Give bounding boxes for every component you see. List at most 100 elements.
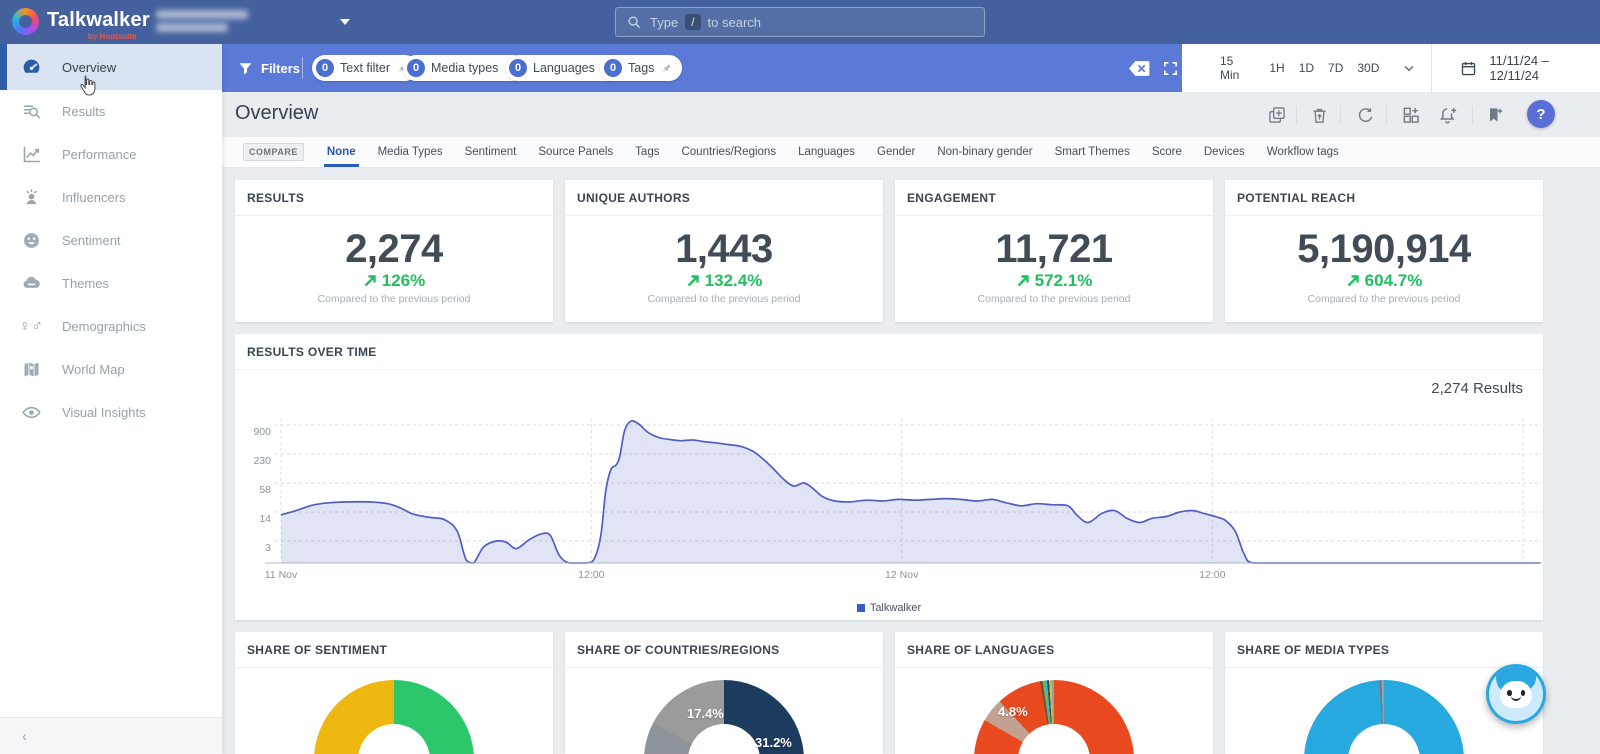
top-bar: Talkwalker by Hootsuite Type / to search: [0, 0, 1600, 44]
search-placeholder-prefix: Type: [650, 14, 679, 30]
page-header: Overview: [222, 92, 1600, 137]
kpi-value: 1,443: [675, 227, 773, 271]
kpi-caption: Compared to the previous period: [317, 293, 471, 305]
sidebar-item-performance[interactable]: Performance: [0, 133, 222, 176]
search-icon: [628, 15, 640, 28]
svg-text:230: 230: [253, 455, 271, 467]
kpi-value: 11,721: [995, 227, 1113, 271]
sidebar-item-label: Overview: [62, 59, 117, 75]
tab-non-binary-gender[interactable]: Non-binary gender: [937, 146, 1033, 158]
trend-up-icon: [1017, 275, 1029, 287]
header-divider: [1472, 106, 1473, 124]
results-search-icon: [20, 101, 42, 123]
refresh-icon[interactable]: [1354, 104, 1376, 126]
sidebar-item-label: Themes: [62, 276, 109, 291]
tab-devices[interactable]: Devices: [1203, 146, 1245, 158]
add-alert-icon[interactable]: [1437, 104, 1459, 126]
compare-tabs-bar: COMPARE None Media Types Sentiment Source P…: [222, 137, 1600, 168]
talkwalker-logo[interactable]: Talkwalker by Hootsuite: [12, 5, 150, 41]
sidebar-item-overview[interactable]: Overview: [0, 44, 222, 90]
smiley-icon: [20, 230, 42, 252]
search-placeholder-suffix: to search: [707, 14, 762, 30]
chart-title: RESULTS OVER TIME: [235, 334, 1543, 370]
media-types-donut-chart[interactable]: [1304, 680, 1464, 754]
tab-sentiment[interactable]: Sentiment: [464, 146, 517, 158]
tab-media-types[interactable]: Media Types: [377, 146, 443, 158]
sidebar-item-world-map[interactable]: World Map: [0, 348, 222, 391]
tab-source-panels[interactable]: Source Panels: [538, 146, 614, 158]
kpi-label: ENGAGEMENT: [895, 180, 1213, 216]
chart-legend-talkwalker[interactable]: Talkwalker: [235, 602, 1543, 614]
add-bookmark-icon[interactable]: [1484, 104, 1506, 126]
fullscreen-icon[interactable]: [1162, 60, 1179, 77]
kpi-label: RESULTS: [235, 180, 553, 216]
time-range-1h[interactable]: 1H: [1269, 61, 1285, 75]
sidebar-nav: Overview Results Performance Influencers…: [0, 44, 222, 754]
duplicate-dashboard-icon[interactable]: [1266, 104, 1288, 126]
trash-icon[interactable]: [1308, 104, 1330, 126]
chip-count-badge: 0: [604, 59, 622, 77]
donut-slice-label: 4.8%: [998, 704, 1028, 719]
sidebar-item-label: World Map: [62, 362, 125, 377]
sidebar-item-themes[interactable]: Themes: [0, 262, 222, 305]
calendar-icon[interactable]: [1460, 60, 1477, 77]
trend-up-icon: [364, 275, 376, 287]
filterbar-divider: [302, 57, 303, 79]
time-range-chevron-icon[interactable]: [1401, 60, 1417, 76]
time-range-30d[interactable]: 30D: [1357, 61, 1380, 75]
chip-label: Tags: [628, 61, 655, 75]
pin-icon[interactable]: [660, 62, 673, 75]
share-of-countries-card: SHARE OF COUNTRIES/REGIONS 17.4% 31.2%: [565, 632, 883, 754]
help-button[interactable]: ?: [1527, 100, 1555, 128]
chip-count-badge: 0: [316, 59, 334, 77]
svg-text:3: 3: [265, 542, 271, 554]
sidebar-item-sentiment[interactable]: Sentiment: [0, 219, 222, 262]
eye-icon: [20, 402, 42, 424]
kpi-label: UNIQUE AUTHORS: [565, 180, 883, 216]
sidebar-item-demographics[interactable]: ♀♂ Demographics: [0, 305, 222, 348]
kpi-card-results: RESULTS 2,274 126% Compared to the previ…: [235, 180, 553, 322]
chip-count-badge: 0: [407, 59, 425, 77]
time-range-15min[interactable]: 15 Min: [1220, 54, 1240, 82]
project-selector[interactable]: [152, 8, 352, 36]
share-card-title: SHARE OF LANGUAGES: [895, 632, 1213, 668]
search-input[interactable]: Type / to search: [615, 7, 985, 37]
sidebar-item-influencers[interactable]: Influencers: [0, 176, 222, 219]
results-over-time-chart: 3 14 58 230 900 11 Nov 12:00 12 Nov 12:00: [253, 418, 1542, 581]
talkwalker-logo-icon: [12, 8, 39, 35]
tab-score[interactable]: Score: [1151, 146, 1182, 158]
kpi-change: 132.4%: [704, 271, 763, 290]
tab-languages[interactable]: Languages: [798, 146, 855, 158]
tab-countries-regions[interactable]: Countries/Regions: [681, 146, 777, 158]
caret-down-icon: [340, 19, 350, 25]
tab-gender[interactable]: Gender: [877, 146, 916, 158]
kpi-value: 2,274: [345, 227, 443, 271]
tab-smart-themes[interactable]: Smart Themes: [1054, 146, 1130, 158]
map-icon: [20, 359, 42, 381]
compare-badge: COMPARE: [243, 143, 304, 161]
results-over-time-card: RESULTS OVER TIME 2,274 Results 3 14 58 230…: [235, 334, 1543, 620]
add-widget-icon[interactable]: [1400, 104, 1422, 126]
kpi-caption: Compared to the previous period: [647, 293, 801, 305]
sidebar-collapse-button[interactable]: ‹: [0, 717, 222, 754]
time-range-1d[interactable]: 1D: [1298, 61, 1315, 75]
filter-chip-tags[interactable]: 0 Tags: [600, 55, 683, 81]
tab-tags[interactable]: Tags: [635, 146, 660, 158]
chip-count-badge: 0: [509, 59, 527, 77]
gauge-icon: [20, 56, 42, 78]
kpi-card-potential-reach: POTENTIAL REACH 5,190,914 604.7% Compare…: [1225, 180, 1543, 322]
clear-filters-icon[interactable]: [1128, 60, 1151, 77]
kpi-label: POTENTIAL REACH: [1225, 180, 1543, 216]
tab-workflow-tags[interactable]: Workflow tags: [1266, 146, 1339, 158]
date-range[interactable]: 11/11/24 – 12/11/24: [1489, 53, 1549, 83]
svg-text:12:00: 12:00: [578, 569, 604, 581]
sentiment-donut-chart[interactable]: [314, 680, 474, 754]
time-range-7d[interactable]: 7D: [1328, 61, 1344, 75]
chat-assistant-button[interactable]: [1486, 664, 1546, 724]
filters-button[interactable]: Filters: [238, 44, 300, 92]
brand-name: Talkwalker: [47, 9, 150, 31]
sidebar-item-visual-insights[interactable]: Visual Insights: [0, 391, 222, 434]
influencer-icon: [20, 187, 42, 209]
sidebar-item-results[interactable]: Results: [0, 90, 222, 133]
tab-none[interactable]: None: [316, 137, 367, 167]
